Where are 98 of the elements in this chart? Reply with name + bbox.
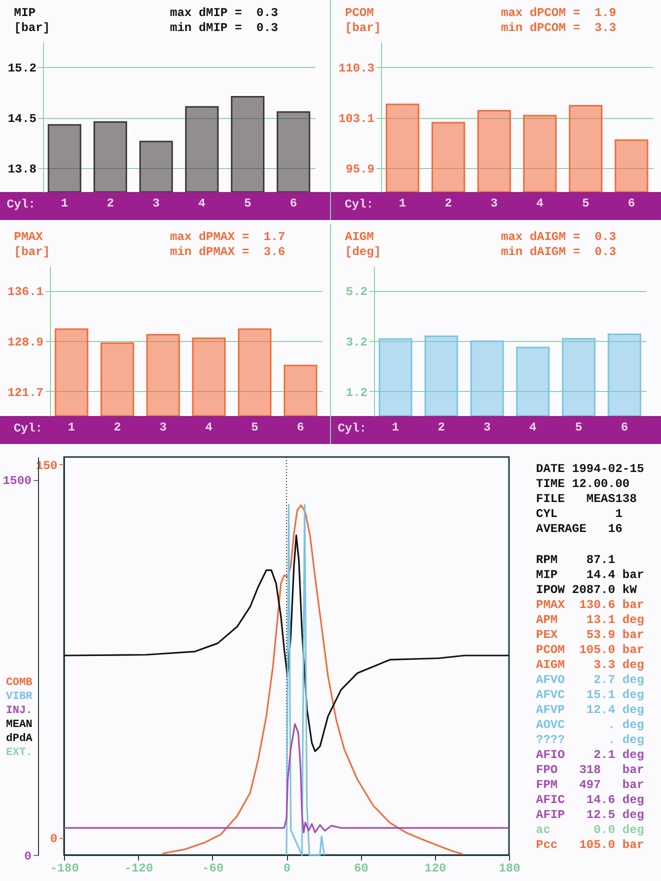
x-tick-label: 3 bbox=[484, 420, 491, 434]
text: PCOM 105.0 bar bbox=[536, 643, 646, 658]
x-tick-label: 6 bbox=[296, 420, 304, 434]
text: EXT. bbox=[6, 746, 34, 760]
y-tick-label: 110.3 bbox=[338, 62, 374, 76]
x-tick-label: 5 bbox=[575, 420, 582, 434]
text: ???? . deg bbox=[536, 733, 646, 748]
x-tick-label: 4 bbox=[198, 196, 206, 210]
text: PMAX 130.6 bar bbox=[536, 598, 646, 613]
text: max dMIP = 0.3 bbox=[170, 6, 278, 21]
x-tick-label: 180 bbox=[498, 862, 520, 876]
text: AFVO 2.7 deg bbox=[536, 673, 646, 688]
text: FPM 497 bar bbox=[536, 778, 646, 793]
text: AFVP 12.4 deg bbox=[536, 703, 646, 718]
x-tick-label: 6 bbox=[628, 196, 636, 210]
x-tick-label: 60 bbox=[354, 862, 368, 876]
y-axis-title: [bar] bbox=[14, 245, 50, 260]
x-tick-label: 2 bbox=[438, 420, 445, 434]
x-tick-label: 3 bbox=[152, 196, 160, 210]
y-tick-label: 3.2 bbox=[346, 336, 368, 350]
text: ac 0.0 deg bbox=[536, 823, 646, 838]
text: FPO 318 bar bbox=[536, 763, 646, 778]
text: AFVC 15.1 deg bbox=[536, 688, 646, 703]
x-tick-label: -120 bbox=[124, 862, 154, 876]
line-series bbox=[162, 504, 464, 856]
text: AVERAGE 16 bbox=[536, 522, 624, 537]
x-tick-label: 1 bbox=[398, 196, 406, 210]
y-tick-label: 15.2 bbox=[8, 62, 36, 76]
chart-title: PCOM bbox=[345, 6, 375, 21]
x-tick-label: 3 bbox=[160, 420, 167, 434]
text: AOVC . deg bbox=[536, 718, 646, 733]
x-tick-label: 2 bbox=[106, 196, 114, 210]
x-axis-title: Cyl: bbox=[338, 422, 366, 436]
x-tick-label: 4 bbox=[205, 420, 212, 434]
text: COMB bbox=[6, 676, 34, 690]
y-tick-label: 1.2 bbox=[346, 386, 368, 400]
x-tick-label: 5 bbox=[244, 196, 252, 210]
y-tick-label: 13.8 bbox=[8, 162, 36, 177]
text: Pcc 105.0 bar bbox=[536, 838, 646, 853]
x-tick-label: 5 bbox=[582, 196, 590, 210]
y-tick-label: 5.2 bbox=[346, 285, 368, 300]
text: AFIC 14.6 deg bbox=[536, 793, 646, 808]
text: CYL 1 bbox=[536, 507, 624, 522]
text: RPM 87.1 bbox=[536, 553, 616, 568]
text: min dPCOM = 3.3 bbox=[501, 21, 616, 36]
text: DATE 1994-02-15 bbox=[536, 462, 646, 477]
x-tick-label: 5 bbox=[251, 420, 258, 434]
line-series bbox=[63, 534, 510, 752]
text: IPOW 2087.0 kW bbox=[536, 583, 638, 598]
y-axis-title: [bar] bbox=[345, 21, 382, 36]
y2-tick-label: 1500 bbox=[2, 474, 32, 488]
text: MIP 14.4 bar bbox=[536, 568, 646, 583]
chart-title: AIGM bbox=[345, 230, 375, 245]
line-series bbox=[286, 504, 325, 856]
text: min dMIP = 0.3 bbox=[170, 21, 278, 36]
text: min dPMAX = 3.6 bbox=[170, 245, 286, 260]
text: min dAIGM = 0.3 bbox=[501, 245, 616, 260]
chart-title: PMAX bbox=[14, 230, 44, 245]
x-axis-title: Cyl: bbox=[6, 198, 36, 212]
y-axis-title: [deg] bbox=[345, 245, 382, 260]
text: max dPMAX = 1.7 bbox=[170, 230, 286, 245]
y-tick-label: 103.1 bbox=[338, 112, 374, 126]
text: AIGM 3.3 deg bbox=[536, 658, 646, 673]
text: TIME 12.00.00 bbox=[536, 477, 631, 492]
x-tick-label: 0 bbox=[283, 862, 291, 876]
line-series bbox=[63, 723, 510, 834]
text: VIBR bbox=[6, 690, 34, 704]
x-tick-label: 2 bbox=[114, 420, 121, 434]
y-tick-label: 128.9 bbox=[7, 336, 44, 350]
x-tick-label: -60 bbox=[202, 862, 224, 876]
x-tick-label: 2 bbox=[444, 196, 452, 210]
text: APM 13.1 deg bbox=[536, 613, 646, 628]
x-tick-label: 120 bbox=[424, 862, 446, 876]
y-tick-label: 136.1 bbox=[7, 285, 44, 300]
text: PEX 53.9 bar bbox=[536, 628, 646, 643]
x-axis-title: Cyl: bbox=[14, 422, 42, 436]
text: AFIP 12.5 deg bbox=[536, 808, 646, 823]
y-tick-label: 14.5 bbox=[8, 112, 36, 126]
text: INJ. bbox=[6, 704, 34, 718]
x-tick-label: 1 bbox=[68, 420, 76, 434]
x-tick-label: 6 bbox=[620, 420, 628, 434]
text: AFIO 2.1 deg bbox=[536, 748, 646, 763]
text: max dAIGM = 0.3 bbox=[501, 230, 616, 245]
x-tick-label: 1 bbox=[392, 420, 400, 434]
y-tick-label: 121.7 bbox=[7, 386, 44, 400]
x-tick-label: 1 bbox=[60, 196, 68, 210]
x-tick-label: 4 bbox=[529, 420, 536, 434]
x-tick-label: -180 bbox=[50, 862, 79, 876]
y-axis-title: [bar] bbox=[14, 21, 50, 36]
chart-title: MIP bbox=[14, 6, 37, 21]
x-tick-label: 6 bbox=[290, 196, 298, 210]
x-tick-label: 4 bbox=[536, 196, 544, 210]
x-tick-label: 3 bbox=[490, 196, 498, 210]
y-tick-label: 95.9 bbox=[346, 162, 374, 177]
text: max dPCOM = 1.9 bbox=[501, 6, 616, 21]
text: FILE MEAS138 bbox=[536, 492, 638, 507]
text: MEAN dPdA bbox=[6, 718, 34, 746]
x-axis-title: Cyl: bbox=[344, 198, 374, 212]
